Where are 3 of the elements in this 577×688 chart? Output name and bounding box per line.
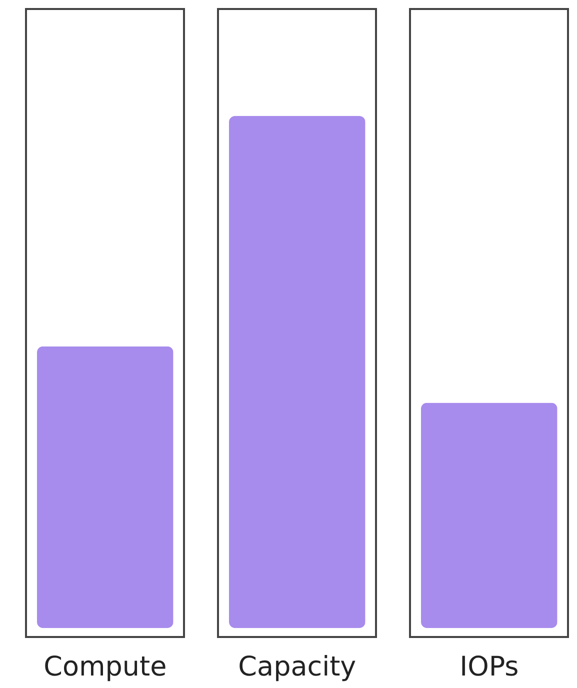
- x-tick-label: Compute: [44, 651, 167, 682]
- x-tick-label: Capacity: [238, 651, 356, 682]
- x-tick-label: IOPs: [460, 651, 519, 682]
